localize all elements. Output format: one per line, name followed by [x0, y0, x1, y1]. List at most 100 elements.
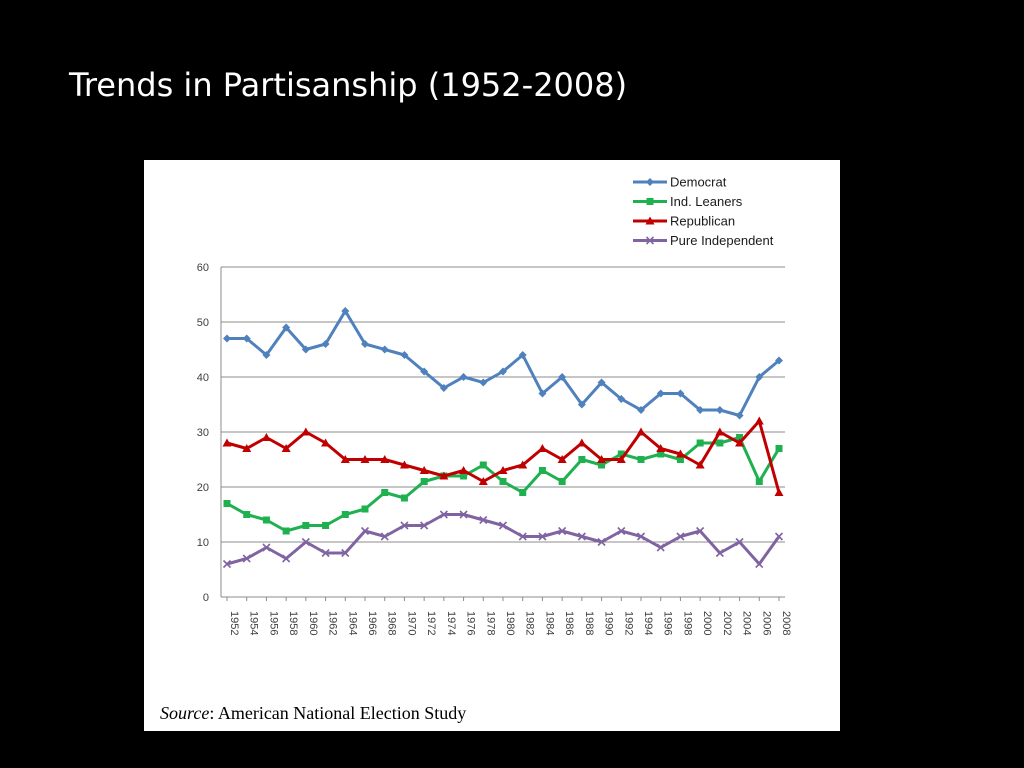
data-point-ind-leaners — [558, 478, 566, 485]
data-point-pure-independent-stroke — [617, 526, 626, 536]
data-point-pure-independent-stroke — [479, 515, 488, 525]
x-tick-label: 1990 — [603, 611, 615, 635]
data-point-ind-leaners — [262, 516, 270, 524]
data-point-ind-leaners — [400, 494, 408, 502]
data-point-democrat — [223, 334, 231, 343]
data-point-democrat — [400, 351, 409, 359]
data-point-ind-leaners — [479, 461, 487, 469]
data-point-pure-independent — [341, 548, 350, 558]
axes: 0 10 20 30 40 50 60 1952 1954 1956 1958 1960 1962 196… — [197, 262, 792, 635]
data-point-ind-leaners — [696, 439, 704, 447]
data-point-pure-independent — [222, 559, 232, 569]
data-point-pure-independent-stroke — [420, 521, 429, 530]
data-point-pure-independent-stroke — [656, 543, 665, 552]
data-point-pure-independent — [242, 554, 251, 563]
series-ind-leaners — [223, 434, 783, 535]
x-tick-label: 2008 — [780, 611, 792, 635]
data-point-ind-leaners — [420, 478, 428, 485]
data-point-pure-independent — [696, 526, 705, 536]
data-point-pure-independent-stroke — [400, 521, 409, 530]
data-point-republican — [616, 455, 626, 463]
data-point-republican — [754, 416, 764, 425]
data-point-pure-independent-stroke — [755, 559, 764, 569]
data-point-republican — [321, 438, 331, 447]
data-point-democrat — [262, 351, 271, 359]
data-point-pure-independent — [420, 521, 429, 530]
y-tick-label: 0 — [203, 592, 209, 604]
data-point-democrat — [637, 406, 645, 414]
data-point-republican — [577, 438, 587, 447]
x-tick-label: 1972 — [425, 611, 437, 635]
x-tick-label: 2006 — [760, 611, 772, 635]
data-point-republican — [419, 466, 429, 474]
source-label: Source — [160, 703, 210, 723]
x-tick-label: 1998 — [681, 611, 693, 635]
legend-swatch-marker — [646, 178, 654, 186]
data-point-democrat — [301, 345, 310, 354]
data-point-pure-independent — [518, 532, 527, 541]
data-point-democrat — [715, 406, 724, 414]
legend-swatch-marker — [646, 198, 654, 205]
data-point-democrat — [499, 367, 507, 376]
data-point-pure-independent-stroke — [380, 532, 389, 541]
x-tick-label: 1960 — [307, 611, 319, 635]
data-point-ind-leaners — [775, 445, 783, 452]
data-point-pure-independent — [774, 532, 784, 541]
data-point-pure-independent — [636, 532, 646, 541]
data-point-pure-independent-stroke — [676, 532, 685, 541]
data-point-ind-leaners — [617, 450, 625, 458]
legend-item-pure-independent: Pure Independent — [633, 233, 774, 248]
x-tick-label: 1952 — [228, 611, 240, 635]
data-point-ind-leaners — [499, 478, 507, 485]
y-tick-label: 50 — [197, 317, 209, 329]
data-point-democrat — [735, 411, 744, 420]
data-point-democrat — [577, 400, 586, 409]
data-point-pure-independent-stroke — [696, 526, 705, 536]
data-point-pure-independent — [439, 510, 448, 519]
x-tick-label: 1976 — [465, 611, 477, 635]
data-point-ind-leaners — [460, 472, 468, 480]
legend-item-republican: Republican — [633, 214, 735, 229]
data-point-pure-independent — [656, 543, 665, 552]
x-tick-label: 1980 — [504, 611, 516, 635]
source-note: Source: American National Election Study — [160, 703, 466, 724]
data-point-republican — [281, 444, 291, 452]
legend-label: Democrat — [670, 175, 727, 190]
data-point-democrat — [439, 384, 448, 392]
data-point-pure-independent — [735, 537, 744, 547]
slide-title: Trends in Partisanship (1952-2008) — [69, 66, 628, 104]
data-point-ind-leaners — [302, 522, 310, 529]
legend-swatch-marker — [645, 236, 655, 245]
data-point-democrat — [321, 340, 330, 348]
data-point-ind-leaners — [361, 505, 369, 513]
x-tick-label: 1992 — [622, 611, 634, 635]
data-point-democrat — [558, 373, 567, 381]
data-point-democrat — [597, 378, 606, 387]
data-point-republican — [222, 438, 232, 447]
data-point-republican — [774, 488, 784, 496]
x-tick-label: 2000 — [701, 611, 713, 635]
data-point-ind-leaners — [716, 439, 724, 447]
partisanship-line-chart: 0 10 20 30 40 50 60 1952 1954 1956 1958 1960 1962 196… — [197, 175, 792, 636]
data-point-ind-leaners — [657, 450, 665, 458]
legend: Democrat Ind. Leaners Republican Pure Indep… — [633, 175, 774, 248]
data-point-democrat — [361, 340, 369, 348]
data-point-pure-independent-stroke — [558, 526, 567, 536]
series-democrat — [223, 307, 783, 420]
data-point-pure-independent — [400, 521, 409, 530]
chart-panel: 0 10 20 30 40 50 60 1952 1954 1956 1958 1960 1962 196… — [144, 160, 840, 731]
data-point-pure-independent — [538, 532, 547, 541]
data-point-pure-independent-stroke — [597, 537, 606, 547]
data-point-democrat — [420, 367, 429, 376]
series-lines — [222, 307, 784, 569]
data-point-pure-independent-stroke — [282, 554, 291, 563]
data-point-democrat — [518, 351, 527, 359]
x-tick-label: 2004 — [741, 611, 753, 635]
data-point-pure-independent-stroke — [577, 532, 586, 541]
data-point-pure-independent — [321, 548, 330, 558]
data-point-pure-independent-stroke — [341, 548, 350, 558]
x-tick-label: 1962 — [327, 611, 339, 635]
data-point-pure-independent — [577, 532, 586, 541]
data-point-ind-leaners — [381, 489, 389, 496]
data-point-democrat — [755, 373, 764, 381]
